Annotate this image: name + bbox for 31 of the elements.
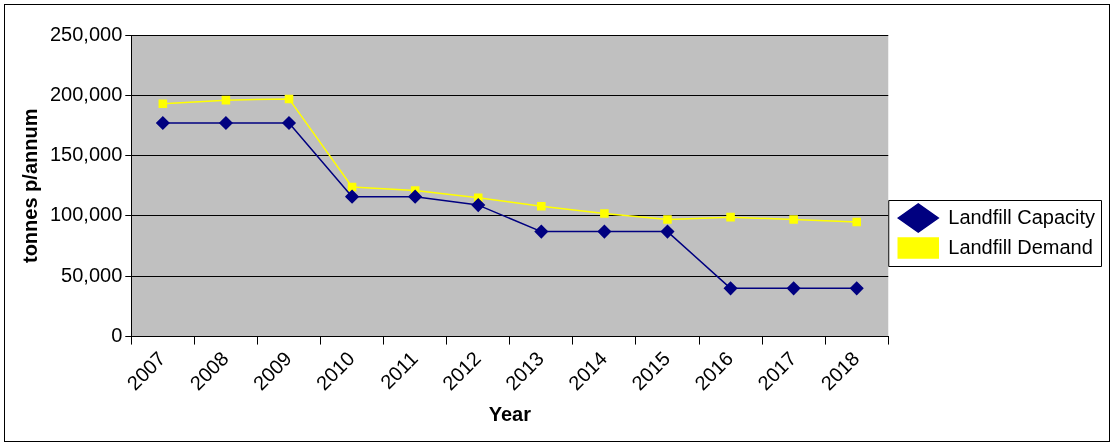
point bbox=[663, 215, 672, 224]
point bbox=[660, 224, 675, 239]
y-axis-title: tonnes p/annum bbox=[18, 108, 41, 264]
y-tick-label: 200,000 bbox=[50, 82, 123, 105]
point bbox=[600, 209, 609, 218]
y-tick-label: 150,000 bbox=[50, 143, 123, 166]
point bbox=[534, 224, 549, 239]
point bbox=[282, 116, 296, 130]
point bbox=[786, 281, 801, 296]
y-tick-label: 0 bbox=[111, 324, 123, 347]
point bbox=[726, 212, 735, 222]
y-tick-label: 100,000 bbox=[50, 203, 123, 226]
legend-label: Landfill Demand bbox=[948, 235, 1093, 258]
point bbox=[408, 189, 422, 204]
point bbox=[471, 198, 485, 212]
point bbox=[345, 189, 359, 204]
point bbox=[537, 202, 546, 211]
point bbox=[219, 116, 233, 130]
point bbox=[852, 217, 861, 227]
point bbox=[156, 116, 170, 130]
point bbox=[597, 224, 612, 239]
point bbox=[158, 99, 168, 109]
point bbox=[789, 215, 798, 224]
point bbox=[849, 281, 864, 296]
legend-label: Landfill Capacity bbox=[948, 205, 1095, 228]
x-axis-title: Year bbox=[488, 402, 532, 425]
y-tick-label: 50,000 bbox=[61, 263, 123, 286]
point bbox=[723, 281, 738, 296]
y-tick-label: 250,000 bbox=[50, 22, 123, 45]
point bbox=[221, 95, 231, 105]
point bbox=[284, 94, 294, 104]
